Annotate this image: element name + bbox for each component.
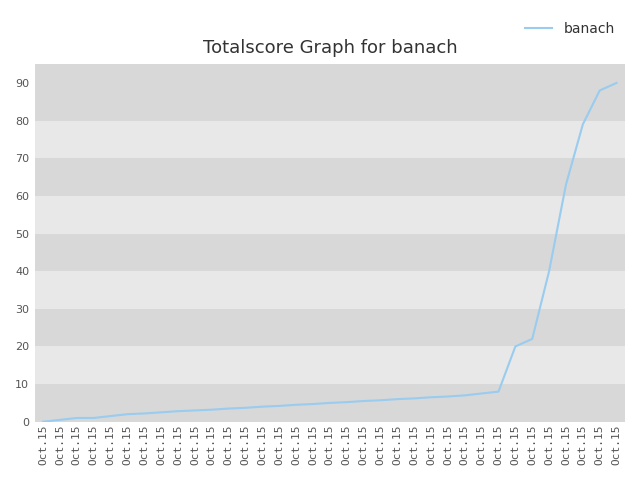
banach (124, 411, 131, 417)
Bar (35, 120, 625, 158)
banach (275, 403, 283, 409)
banach (579, 121, 587, 127)
banach (461, 393, 468, 398)
Bar (35, 64, 625, 83)
banach (174, 408, 182, 414)
banach (140, 410, 148, 416)
banach (444, 394, 452, 399)
Bar (35, 158, 625, 196)
banach (343, 399, 351, 405)
Bar (35, 271, 625, 309)
banach (90, 415, 97, 421)
banach (376, 397, 384, 403)
Bar (35, 347, 625, 384)
banach (242, 405, 250, 411)
Bar (35, 196, 625, 233)
banach (39, 419, 47, 425)
banach (208, 407, 216, 412)
banach (259, 404, 266, 409)
banach (360, 398, 367, 404)
banach (410, 396, 418, 401)
Line: banach: banach (43, 83, 616, 422)
banach (529, 336, 536, 342)
Legend: banach: banach (519, 16, 620, 42)
banach (191, 408, 199, 413)
banach (326, 400, 333, 406)
Title: Totalscore Graph for banach: Totalscore Graph for banach (202, 39, 457, 57)
banach (394, 396, 401, 402)
banach (596, 87, 604, 93)
banach (309, 401, 317, 407)
banach (612, 80, 620, 86)
banach (427, 395, 435, 400)
banach (545, 268, 553, 274)
banach (225, 406, 232, 411)
Bar (35, 83, 625, 120)
banach (511, 344, 519, 349)
Bar (35, 309, 625, 347)
banach (157, 409, 165, 415)
Bar (35, 233, 625, 271)
banach (495, 389, 502, 395)
Bar (35, 384, 625, 422)
banach (73, 415, 81, 421)
banach (562, 182, 570, 188)
banach (56, 417, 64, 423)
banach (107, 413, 115, 419)
banach (292, 402, 300, 408)
banach (478, 391, 486, 396)
